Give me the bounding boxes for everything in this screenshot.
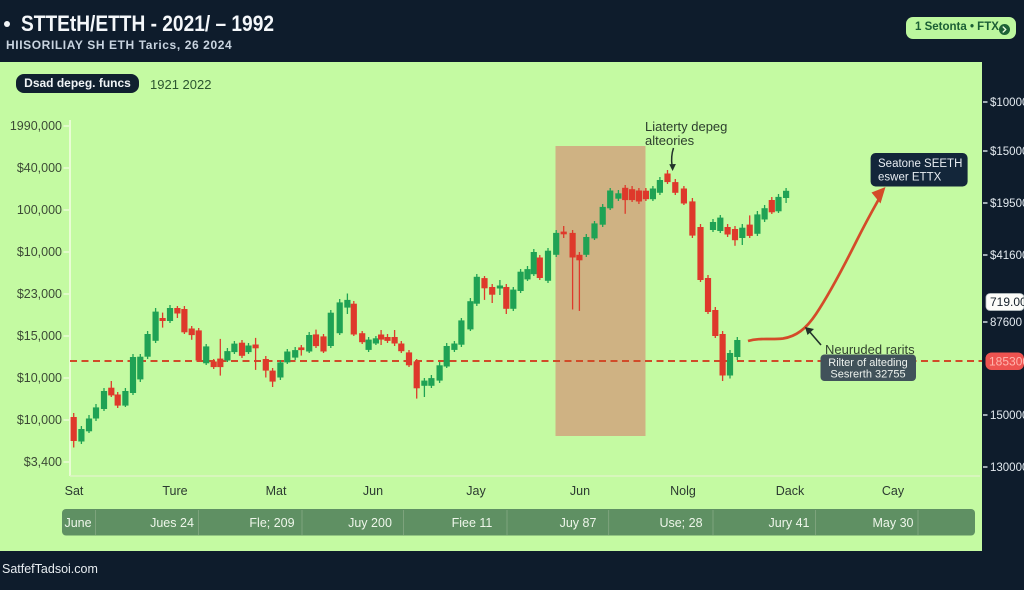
svg-text:$10000: $10000 xyxy=(990,97,1024,109)
svg-text:Nolg: Nolg xyxy=(670,484,696,498)
svg-text:Ture: Ture xyxy=(162,484,187,498)
svg-text:June: June xyxy=(64,516,91,530)
svg-text:$15,000: $15,000 xyxy=(17,329,62,343)
svg-text:Fiee 11: Fiee 11 xyxy=(452,516,493,530)
svg-text:Sat: Sat xyxy=(65,484,84,498)
svg-text:Jun: Jun xyxy=(570,484,590,498)
svg-text:Juy 200: Juy 200 xyxy=(348,516,392,530)
svg-text:Seatone SEETH: Seatone SEETH xyxy=(878,158,962,170)
svg-text:100,000: 100,000 xyxy=(17,203,62,217)
svg-text:Rilter of alteding: Rilter of alteding xyxy=(828,357,908,369)
svg-text:Juy 87: Juy 87 xyxy=(560,516,597,530)
svg-text:alteories: alteories xyxy=(645,133,695,148)
svg-text:May 30: May 30 xyxy=(873,516,914,530)
svg-text:$19500: $19500 xyxy=(990,198,1024,210)
svg-text:$23,000: $23,000 xyxy=(17,287,62,301)
svg-text:185300: 185300 xyxy=(989,355,1024,369)
svg-text:Sesrerth 32755: Sesrerth 32755 xyxy=(830,369,905,381)
svg-text:$15000: $15000 xyxy=(990,146,1024,158)
svg-text:Use; 28: Use; 28 xyxy=(659,516,702,530)
svg-text:Liaterty depeg: Liaterty depeg xyxy=(645,119,727,134)
svg-text:eswer ETTX: eswer ETTX xyxy=(878,172,942,184)
svg-text:$3,400: $3,400 xyxy=(24,455,62,469)
svg-text:$40,000: $40,000 xyxy=(17,161,62,175)
svg-text:Mat: Mat xyxy=(266,484,287,498)
svg-text:130000: 130000 xyxy=(990,462,1024,474)
svg-text:$10,000: $10,000 xyxy=(17,371,62,385)
svg-text:719.00: 719.00 xyxy=(990,295,1024,309)
svg-text:87600: 87600 xyxy=(990,317,1022,329)
svg-text:1990,000: 1990,000 xyxy=(10,119,62,133)
svg-text:150000: 150000 xyxy=(990,410,1024,422)
svg-text:Jury 41: Jury 41 xyxy=(769,516,810,530)
svg-text:Dack: Dack xyxy=(776,484,805,498)
svg-text:$10,000: $10,000 xyxy=(17,245,62,259)
svg-text:$41600: $41600 xyxy=(990,250,1024,262)
svg-text:$10,000: $10,000 xyxy=(17,413,62,427)
svg-text:Jay: Jay xyxy=(466,484,486,498)
svg-text:Cay: Cay xyxy=(882,484,905,498)
svg-text:Fle; 209: Fle; 209 xyxy=(249,516,294,530)
svg-text:Jues 24: Jues 24 xyxy=(150,516,194,530)
svg-text:Jun: Jun xyxy=(363,484,383,498)
